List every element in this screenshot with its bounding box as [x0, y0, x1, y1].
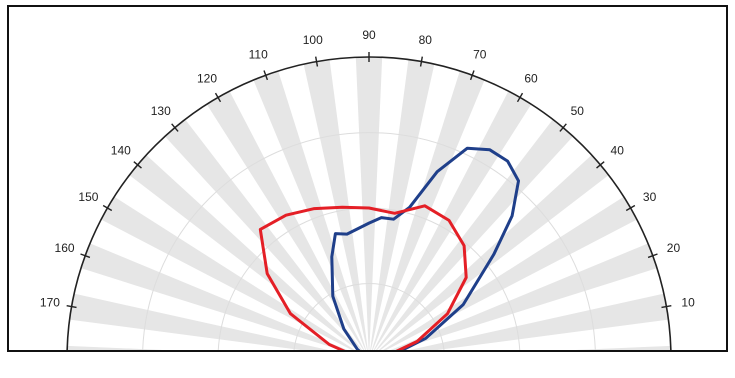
tick-label: 30: [643, 190, 657, 204]
shaded-band: [69, 293, 329, 350]
axis-tick: [171, 123, 179, 132]
tick-label: 150: [78, 190, 98, 204]
shaded-band: [375, 119, 574, 350]
tick-label: 90: [362, 28, 376, 42]
axis-tick: [263, 70, 269, 81]
shaded-band: [383, 196, 637, 350]
tick-labels: 0102030405060708090100110120130140150160…: [40, 28, 695, 310]
tick-label: 60: [524, 71, 538, 85]
axis-tick: [80, 253, 91, 259]
tick-label: 10: [681, 296, 695, 310]
shaded-band: [164, 119, 363, 350]
axis-tick: [596, 161, 605, 169]
tick-label: 120: [197, 71, 217, 85]
tick-label: 140: [111, 144, 131, 158]
axis-tick: [214, 92, 222, 103]
shaded-band: [129, 154, 360, 350]
background-bands: [67, 56, 671, 350]
tick-label: 160: [55, 241, 75, 255]
shaded-band: [373, 91, 532, 350]
chart-frame: 0102030405060708090100110120130140150160…: [7, 5, 728, 352]
tick-label: 130: [151, 104, 171, 118]
tick-label: 20: [667, 241, 681, 255]
axis-tick: [559, 123, 567, 132]
shaded-band: [409, 293, 669, 350]
shaded-band: [370, 59, 435, 350]
axis-tick: [661, 305, 672, 309]
tick-label: 70: [473, 48, 487, 62]
tick-label: 40: [611, 144, 625, 158]
axis-tick: [102, 204, 113, 212]
shaded-band: [101, 196, 355, 350]
axis-tick: [625, 204, 636, 212]
tick-label: 50: [571, 104, 585, 118]
shaded-band: [303, 59, 368, 350]
shaded-band: [80, 243, 348, 350]
shaded-band: [206, 91, 365, 350]
tick-label: 110: [249, 48, 268, 62]
grid-ring: [142, 132, 596, 350]
shaded-band: [355, 56, 383, 350]
tick-label: 170: [40, 296, 60, 310]
tick-label: 100: [303, 33, 323, 47]
axis-tick: [647, 253, 658, 259]
shaded-band: [575, 345, 671, 350]
axis-tick: [133, 161, 142, 169]
angular-axis: [66, 52, 672, 350]
axis-tick: [315, 56, 319, 67]
tick-label: 80: [419, 33, 433, 47]
series-line-1: [330, 146, 520, 350]
axis-tick: [66, 305, 77, 309]
axis-tick: [419, 56, 423, 67]
polar-chart: 0102030405060708090100110120130140150160…: [40, 28, 695, 350]
shaded-band: [371, 70, 485, 350]
shaded-band: [67, 345, 163, 350]
axis-tick: [469, 70, 475, 81]
axis-tick: [516, 92, 524, 103]
series-line-2: [258, 204, 468, 350]
shaded-band: [390, 243, 658, 350]
series-lines: [258, 146, 520, 350]
